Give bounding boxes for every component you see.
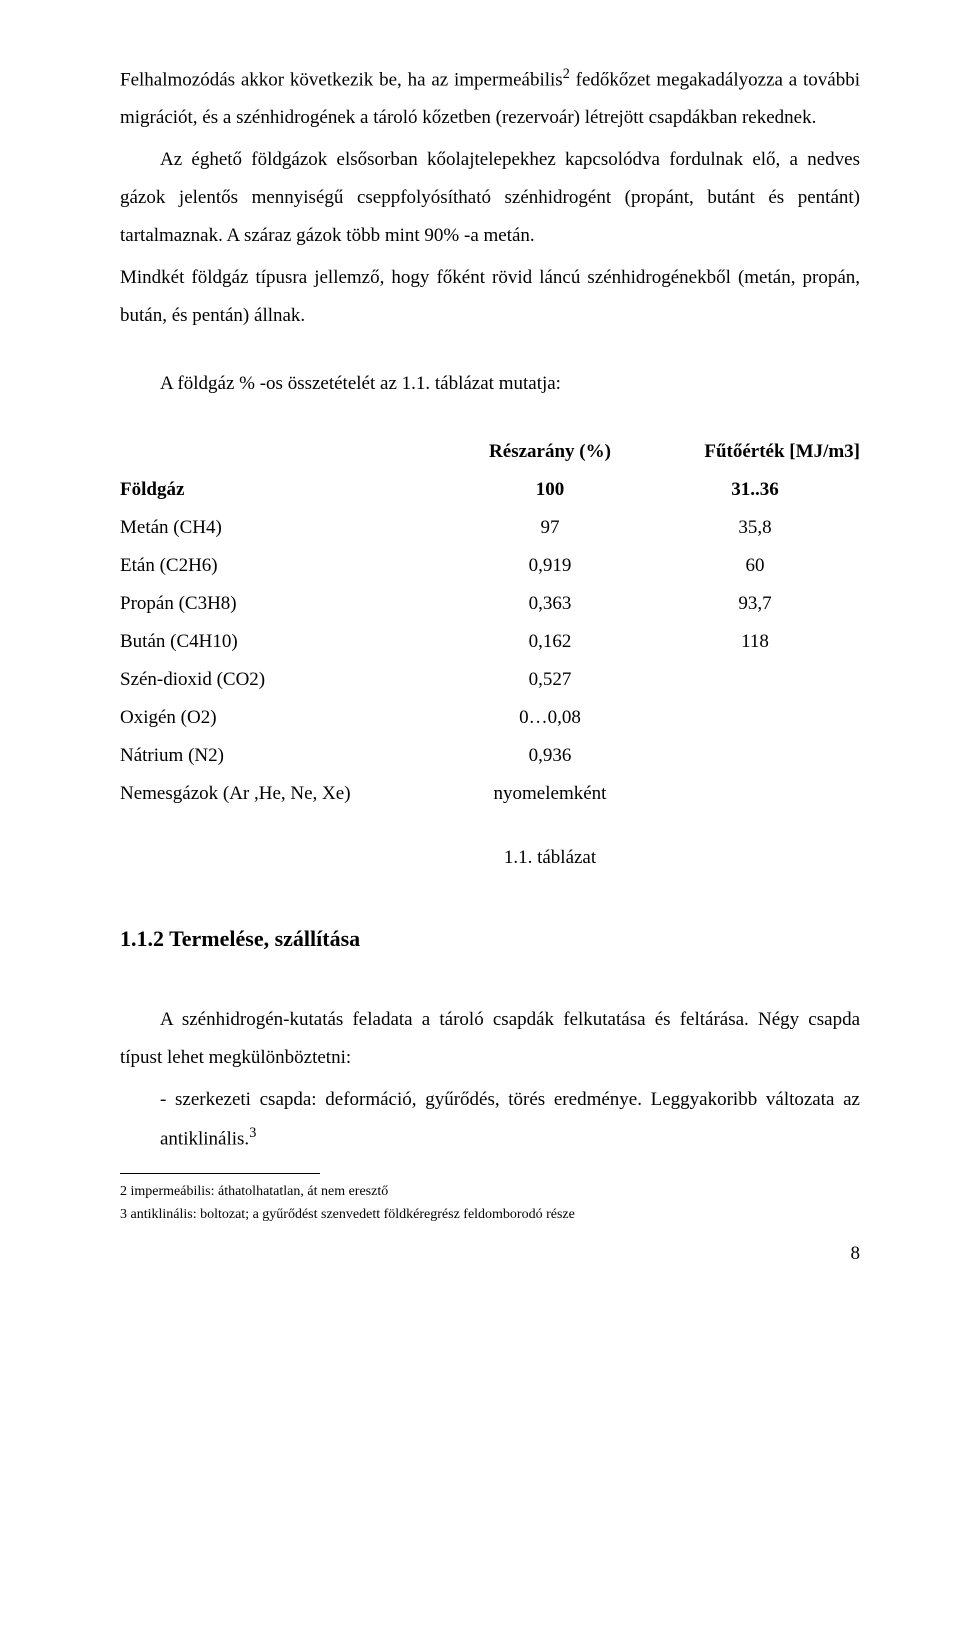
table-cell-name: Nátrium (N2) — [120, 737, 450, 775]
paragraph-3: Mindkét földgáz típusra jellemző, hogy f… — [120, 259, 860, 335]
table-caption-row: 1.1. táblázat — [120, 839, 860, 877]
spacer — [120, 961, 860, 1001]
spacer — [120, 813, 860, 839]
bullet-1: - szerkezeti csapda: deformáció, gyűrődé… — [120, 1081, 860, 1158]
table-cell-name: Szén-dioxid (CO2) — [120, 661, 450, 699]
table-cell-share: 100 — [450, 471, 650, 509]
table-cell-share: 0…0,08 — [450, 699, 650, 737]
table-row: Propán (C3H8) 0,363 93,7 — [120, 585, 860, 623]
bullet1-sup: 3 — [249, 1125, 256, 1141]
table-cell-share: nyomelemként — [450, 775, 650, 813]
table-cell-share: 97 — [450, 509, 650, 547]
footnote-2: 2 impermeábilis: áthatolhatatlan, át nem… — [120, 1180, 860, 1204]
table-header-row: Részarány (%) Fűtőérték [MJ/m3] — [120, 433, 860, 471]
para5-text: A szénhidrogén-kutatás feladata a tároló… — [120, 1009, 860, 1068]
table-header-share: Részarány (%) — [450, 433, 650, 471]
table-cell-share: 0,363 — [450, 585, 650, 623]
table-cell-heat — [650, 661, 860, 699]
table-cell-name: Bután (C4H10) — [120, 623, 450, 661]
table-cell-heat: 35,8 — [650, 509, 860, 547]
table-row: Metán (CH4) 97 35,8 — [120, 509, 860, 547]
para4-text: A földgáz % -os összetételét az 1.1. táb… — [160, 373, 561, 394]
paragraph-5: A szénhidrogén-kutatás feladata a tároló… — [120, 1001, 860, 1077]
section-heading: 1.1.2 Termelése, szállítása — [120, 917, 860, 961]
table-cell-heat: 31..36 — [650, 471, 860, 509]
table-cell-share: 0,162 — [450, 623, 650, 661]
footnote-rule — [120, 1173, 320, 1174]
para1-sup: 2 — [563, 66, 570, 82]
table-cell-heat — [650, 699, 860, 737]
table-cell-name: Földgáz — [120, 471, 450, 509]
paragraph-1: Felhalmozódás akkor következik be, ha az… — [120, 60, 860, 137]
composition-table: Részarány (%) Fűtőérték [MJ/m3] Földgáz … — [120, 433, 860, 877]
table-row: Etán (C2H6) 0,919 60 — [120, 547, 860, 585]
table-cell-name: Etán (C2H6) — [120, 547, 450, 585]
table-cell-name: Metán (CH4) — [120, 509, 450, 547]
table-cell-share: 0,919 — [450, 547, 650, 585]
page-number: 8 — [120, 1235, 860, 1273]
spacer — [120, 407, 860, 433]
paragraph-2: Az éghető földgázok elsősorban kőolajtel… — [120, 141, 860, 255]
table-header-empty — [120, 433, 450, 471]
table-cell-share: 0,936 — [450, 737, 650, 775]
table-cell-heat: 60 — [650, 547, 860, 585]
table-cell-name: Oxigén (O2) — [120, 699, 450, 737]
para1-text1: Felhalmozódás akkor következik be, ha az… — [120, 69, 563, 90]
table-caption: 1.1. táblázat — [450, 839, 650, 877]
table-row: Oxigén (O2) 0…0,08 — [120, 699, 860, 737]
table-cell-name: Propán (C3H8) — [120, 585, 450, 623]
table-row: Földgáz 100 31..36 — [120, 471, 860, 509]
table-caption-empty2 — [650, 839, 860, 877]
table-cell-name: Nemesgázok (Ar ,He, Ne, Xe) — [120, 775, 450, 813]
table-cell-heat — [650, 775, 860, 813]
page-container: Felhalmozódás akkor következik be, ha az… — [0, 0, 960, 1332]
table-header-heat: Fűtőérték [MJ/m3] — [650, 433, 860, 471]
table-caption-empty — [120, 839, 450, 877]
spacer — [120, 877, 860, 917]
table-row: Nátrium (N2) 0,936 — [120, 737, 860, 775]
footnote-3: 3 antiklinális: boltozat; a gyűrődést sz… — [120, 1203, 860, 1227]
spacer — [120, 1159, 860, 1173]
table-cell-heat: 118 — [650, 623, 860, 661]
table-row: Bután (C4H10) 0,162 118 — [120, 623, 860, 661]
bullet1-text: - szerkezeti csapda: deformáció, gyűrődé… — [160, 1089, 860, 1149]
table-row: Szén-dioxid (CO2) 0,527 — [120, 661, 860, 699]
table-row: Nemesgázok (Ar ,He, Ne, Xe) nyomelemként — [120, 775, 860, 813]
table-cell-heat — [650, 737, 860, 775]
para2-text: Az éghető földgázok elsősorban kőolajtel… — [120, 149, 860, 246]
paragraph-4: A földgáz % -os összetételét az 1.1. táb… — [120, 365, 860, 403]
table-cell-heat: 93,7 — [650, 585, 860, 623]
para3-text: Mindkét földgáz típusra jellemző, hogy f… — [120, 267, 860, 326]
table-cell-share: 0,527 — [450, 661, 650, 699]
spacer — [120, 339, 860, 365]
